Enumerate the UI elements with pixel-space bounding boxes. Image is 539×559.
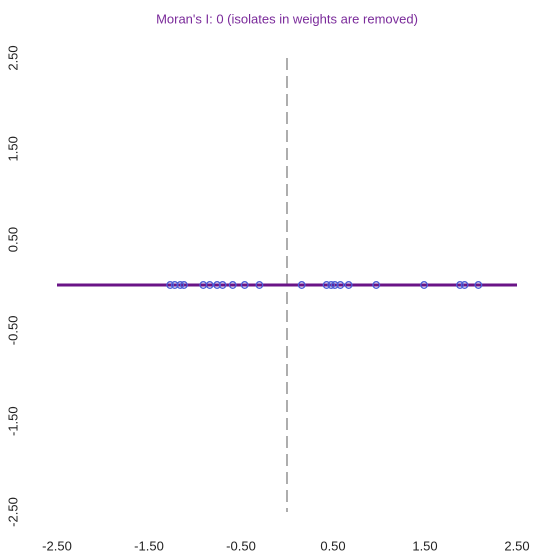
x-tick-label: 2.50 bbox=[504, 538, 529, 553]
point bbox=[170, 281, 179, 289]
point bbox=[327, 281, 336, 289]
point bbox=[297, 281, 306, 289]
point bbox=[460, 281, 469, 289]
point bbox=[228, 281, 237, 289]
point bbox=[372, 281, 381, 289]
y-tick-label: 1.50 bbox=[5, 136, 20, 161]
point bbox=[420, 281, 429, 289]
x-tick-label: 1.50 bbox=[412, 538, 437, 553]
point bbox=[474, 281, 483, 289]
point bbox=[330, 281, 339, 289]
point bbox=[180, 281, 188, 289]
point bbox=[166, 281, 175, 289]
x-tick-label: -2.50 bbox=[42, 538, 72, 553]
point bbox=[344, 281, 353, 289]
point bbox=[213, 281, 222, 289]
y-tick-label: -2.50 bbox=[5, 497, 20, 527]
x-tick-label: -1.50 bbox=[134, 538, 164, 553]
y-tick-label: 2.50 bbox=[5, 45, 20, 70]
point bbox=[255, 281, 264, 289]
x-tick-label: -0.50 bbox=[226, 538, 256, 553]
y-tick-label: 0.50 bbox=[5, 227, 20, 252]
chart-title: Moran's I: 0 (isolates in weights are re… bbox=[156, 11, 418, 26]
x-tick-label: 0.50 bbox=[320, 538, 345, 553]
point bbox=[205, 281, 214, 289]
point bbox=[322, 281, 331, 289]
point bbox=[176, 281, 185, 289]
point bbox=[336, 281, 345, 289]
point bbox=[240, 281, 249, 289]
point bbox=[218, 281, 227, 289]
y-tick-label: -1.50 bbox=[5, 406, 20, 436]
point bbox=[456, 281, 464, 289]
y-tick-label: -0.50 bbox=[5, 316, 20, 346]
